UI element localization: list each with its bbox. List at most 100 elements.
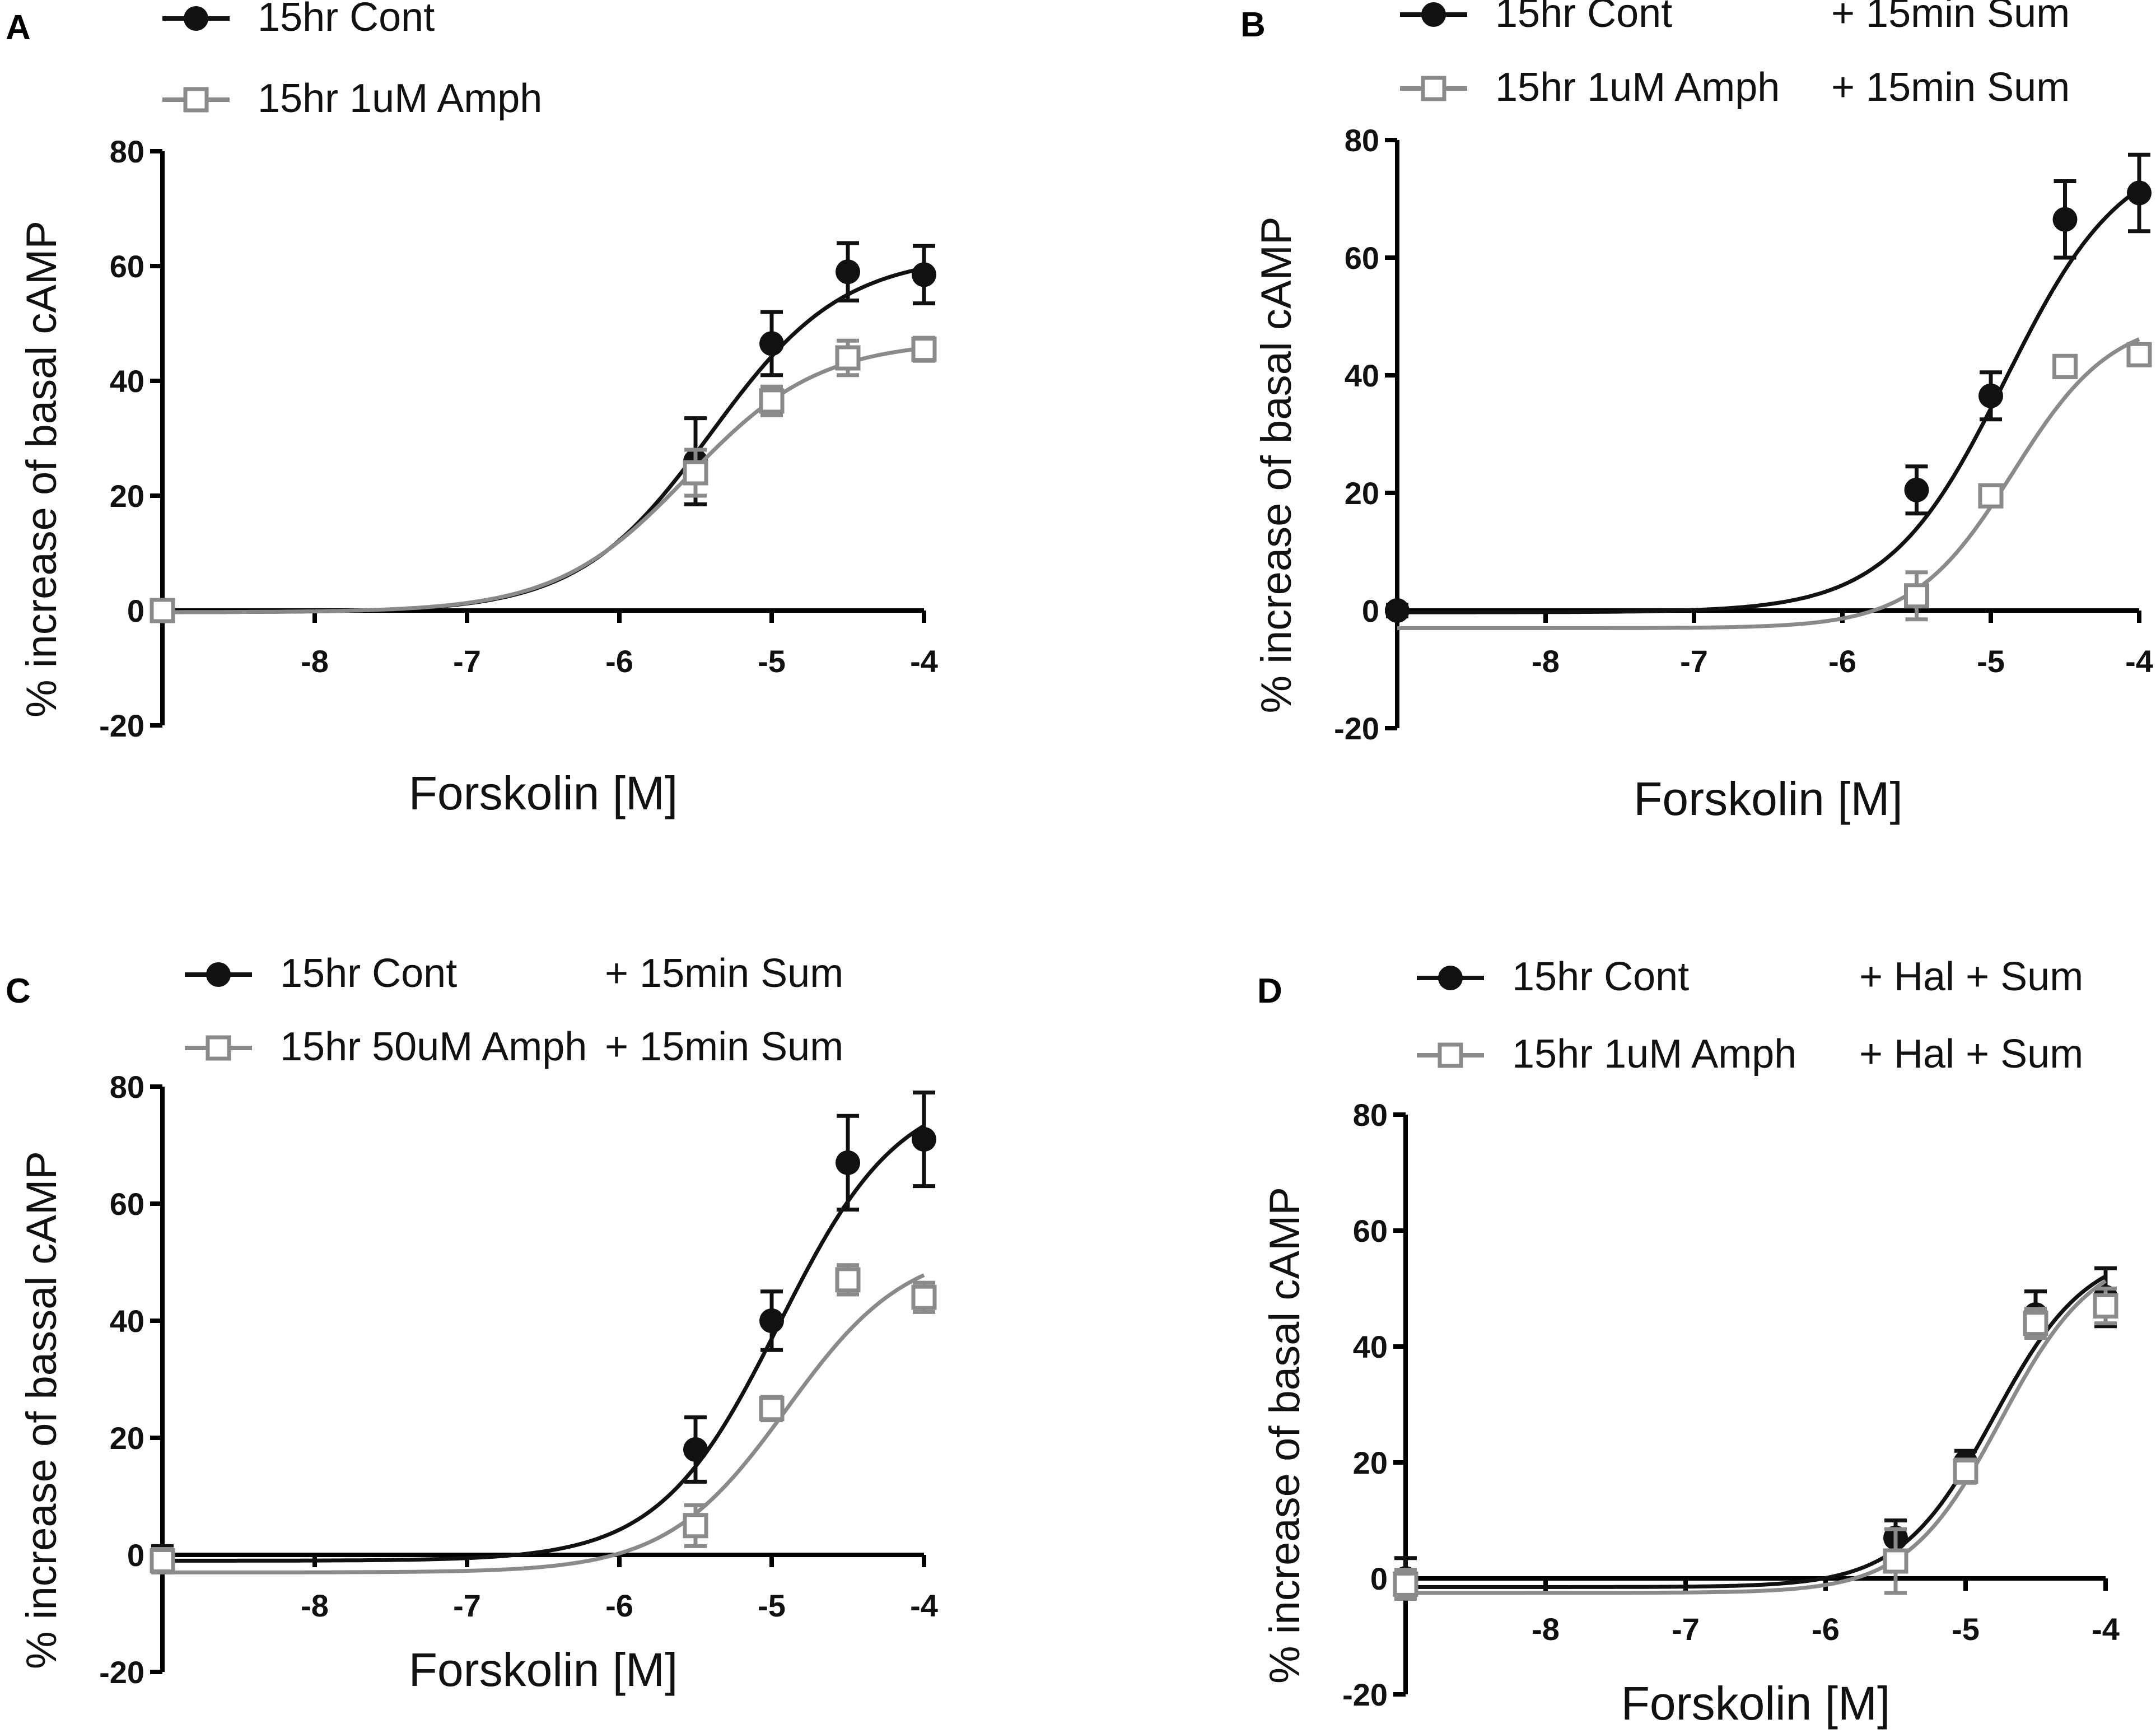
data-point (911, 337, 937, 362)
data-point (1393, 1571, 1418, 1597)
legend-label: 15hr Cont (280, 951, 457, 996)
x-tick-label: -5 (1977, 644, 2005, 679)
panel-letter: B (1240, 6, 1266, 44)
y-axis-title: % increase of basal cAMP (1261, 1187, 1309, 1684)
y-tick-label: -20 (1334, 711, 1379, 746)
data-point (1978, 383, 2003, 408)
panel-letter: A (6, 8, 31, 47)
y-tick-label: 60 (110, 1186, 144, 1222)
y-tick-label: -20 (99, 708, 144, 743)
fit-curve (162, 346, 925, 614)
legend-entry: 15hr 1uM Amph + 15min Sum (1400, 65, 2070, 110)
series-2 (1397, 337, 2152, 630)
legend-marker (206, 962, 231, 987)
x-tick-label: -6 (1812, 1611, 1840, 1647)
data-point (1883, 1548, 1908, 1574)
data-point (1385, 598, 1410, 623)
y-tick-label: 20 (110, 1420, 144, 1456)
fit-curve (1397, 187, 2141, 614)
x-tick-label: -8 (301, 644, 329, 679)
x-axis-title: Forskolin [M] (1634, 772, 1903, 825)
data-point (1904, 477, 1929, 502)
data-point (759, 388, 785, 414)
legend-entry: 15hr 1uM Amph + Hal + Sum (1417, 1032, 2083, 1077)
panel-letter: C (6, 972, 31, 1010)
y-tick-label: 40 (1353, 1329, 1388, 1364)
data-point (683, 1437, 708, 1462)
legend-suffix: + 15min Sum (605, 1024, 843, 1069)
fit-curve (162, 266, 925, 614)
data-point (911, 1284, 937, 1310)
data-point (150, 1548, 175, 1573)
legend-entry: 15hr Cont + 15min Sum (1400, 0, 2070, 36)
legend-entry: 15hr Cont (162, 0, 435, 40)
series-1 (150, 241, 936, 623)
panel-D: D 80 60 40 20 0 -20 -8 -7 -6 -5 -4 Forskolin [M] % in… (1257, 954, 2120, 1730)
legend-label: 15hr 1uM Amph (258, 76, 542, 121)
legend-suffix: + 15min Sum (605, 951, 843, 996)
y-tick-label: 0 (1370, 1561, 1388, 1596)
x-tick-label: -4 (2092, 1611, 2120, 1647)
data-point (2052, 207, 2078, 232)
series-1 (1385, 152, 2152, 623)
fit-curve (1406, 1274, 2107, 1589)
y-axis-title: % increase of basal cAMP (18, 221, 66, 718)
data-point (836, 1150, 860, 1175)
x-tick-label: -4 (2125, 644, 2153, 679)
data-point (1978, 483, 2004, 509)
legend-label: 15hr 1uM Amph (1495, 65, 1780, 110)
x-tick-label: -6 (1828, 644, 1856, 679)
x-tick-label: -7 (1680, 644, 1708, 679)
x-tick-label: -8 (1532, 644, 1560, 679)
y-axis-title: % increase of basal cAMP (1253, 216, 1300, 713)
series-2 (150, 336, 937, 623)
series-1 (150, 1090, 936, 1572)
legend-suffix: + 15min Sum (1831, 0, 2070, 36)
legend-marker (183, 87, 209, 113)
legend-label: 15hr Cont (1512, 954, 1689, 999)
y-tick-label: 20 (1345, 476, 1379, 511)
x-tick-label: -4 (910, 1588, 938, 1623)
panel-letter: D (1257, 972, 1282, 1010)
y-tick-label: 80 (110, 1069, 144, 1105)
panel-C: C 80 60 40 20 0 -20 -8 -7 -6 -5 -4 Forskolin [M] % in… (6, 951, 938, 1696)
x-tick-label: -8 (1532, 1611, 1560, 1647)
x-tick-label: -7 (453, 644, 481, 679)
series-2 (1393, 1279, 2118, 1601)
fit-curve (1397, 337, 2140, 630)
data-point (2127, 180, 2152, 206)
y-tick-label: 60 (1353, 1213, 1388, 1248)
legend-suffix: + 15min Sum (1831, 65, 2070, 110)
y-tick-label: -20 (1342, 1677, 1388, 1712)
data-point (836, 259, 860, 285)
data-point (2023, 1311, 2048, 1336)
data-point (683, 1513, 708, 1539)
legend-marker (1421, 76, 1446, 101)
y-tick-label: 40 (110, 1303, 144, 1339)
fit-curve (162, 1273, 925, 1574)
data-point (835, 345, 861, 371)
y-tick-label: 80 (1345, 123, 1379, 158)
x-axis-title: Forskolin [M] (409, 1643, 678, 1696)
data-point (1953, 1459, 1978, 1484)
legend-label: 15hr 50uM Amph (280, 1024, 587, 1069)
legend-label: 15hr Cont (258, 0, 435, 40)
y-tick-label: 0 (127, 1538, 144, 1573)
x-tick-label: -7 (1672, 1611, 1700, 1647)
data-point (912, 1127, 936, 1152)
data-point (2093, 1293, 2118, 1319)
data-point (1904, 583, 1929, 609)
legend-suffix: + Hal + Sum (1859, 1032, 2083, 1077)
legend-entry: 15hr Cont + Hal + Sum (1417, 954, 2083, 999)
y-tick-label: 80 (1353, 1097, 1388, 1133)
legend-marker (206, 1035, 231, 1061)
data-point (2052, 353, 2078, 379)
y-tick-label: 20 (1353, 1445, 1388, 1480)
panel-B: B 80 60 40 20 0 -20 -8 -7 -6 -5 -4 Forskolin [M] % in… (1240, 0, 2153, 825)
fit-curve (162, 1124, 925, 1563)
x-tick-label: -6 (605, 1588, 633, 1623)
x-tick-label: -5 (758, 644, 786, 679)
data-point (150, 598, 175, 623)
x-tick-label: -4 (910, 644, 938, 679)
fit-curve (1406, 1279, 2107, 1595)
